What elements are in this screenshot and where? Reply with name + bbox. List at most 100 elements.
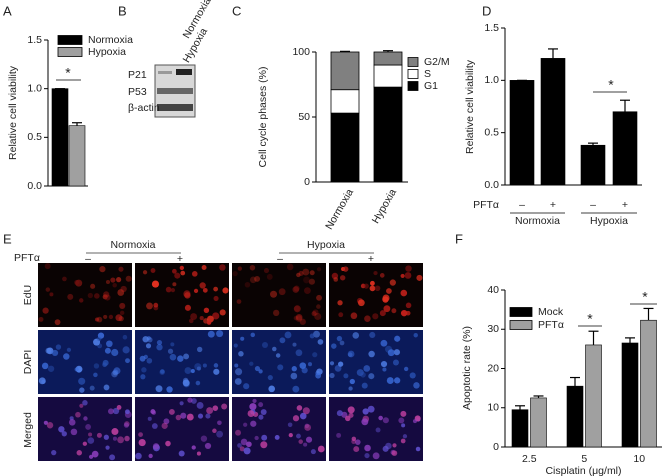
- cell: [221, 403, 228, 410]
- y-tick-label: 0.0: [484, 179, 499, 191]
- cell: [83, 416, 88, 421]
- cell: [361, 418, 369, 426]
- legend-swatch: [57, 47, 83, 57]
- y-tick-label: 0.0: [27, 180, 42, 192]
- cell: [393, 349, 401, 356]
- cell: [125, 358, 130, 364]
- cell: [284, 331, 292, 339]
- cell: [156, 340, 163, 346]
- bar: [51, 88, 69, 187]
- cell: [389, 279, 396, 286]
- legend-swatch: [407, 57, 419, 67]
- y-tick-label: 0: [304, 176, 310, 188]
- cell: [243, 447, 251, 455]
- cell: [79, 387, 85, 393]
- cell: [111, 428, 119, 436]
- cell: [250, 420, 257, 427]
- cell: [190, 313, 198, 321]
- cell: [293, 305, 301, 313]
- cell: [38, 316, 44, 322]
- cell: [79, 403, 84, 408]
- cell: [196, 402, 204, 409]
- cell: [258, 402, 264, 408]
- cell: [385, 442, 392, 450]
- y-axis-label: Apoptotic rate (%): [461, 326, 473, 410]
- factor-label: PFTα: [473, 199, 499, 211]
- micrograph: [38, 330, 132, 394]
- cell: [122, 334, 128, 340]
- cell: [70, 428, 78, 436]
- y-tick-label: 0: [493, 441, 499, 453]
- cell: [317, 339, 324, 345]
- cell: [119, 310, 125, 316]
- y-tick-label: 20: [487, 362, 499, 374]
- cell: [368, 350, 375, 358]
- legend-swatch: [407, 69, 419, 79]
- cell: [347, 350, 355, 358]
- cell: [249, 403, 257, 411]
- cell: [55, 344, 62, 350]
- cell: [51, 349, 59, 357]
- cell: [96, 336, 102, 342]
- cell: [87, 437, 95, 444]
- cell: [304, 287, 311, 295]
- cell: [206, 407, 214, 415]
- cell: [200, 435, 208, 442]
- cell: [183, 290, 191, 298]
- group-label: Normoxia: [111, 239, 156, 251]
- cell: [213, 295, 219, 301]
- cell: [93, 363, 100, 369]
- y-tick-label: 100: [292, 46, 310, 58]
- cell: [155, 385, 163, 393]
- cell: [290, 372, 298, 380]
- cell: [380, 339, 388, 347]
- factor-label: PFTα: [14, 252, 40, 264]
- cell: [249, 276, 257, 284]
- y-tick-label: 0.5: [484, 126, 499, 138]
- cell: [405, 265, 412, 272]
- cell: [369, 285, 376, 292]
- cell: [379, 273, 385, 278]
- cell: [400, 309, 408, 317]
- cell: [216, 430, 224, 438]
- cell: [263, 268, 270, 274]
- error-bar: [340, 50, 350, 52]
- cell: [90, 283, 96, 289]
- band: [157, 88, 193, 94]
- cell: [314, 312, 322, 320]
- cell: [51, 449, 57, 456]
- legend-label: G1: [424, 80, 438, 92]
- cell: [309, 333, 315, 339]
- cell: [212, 428, 217, 434]
- cell: [260, 441, 268, 449]
- micrograph: [232, 330, 326, 394]
- legend-label: Hypoxia: [88, 46, 126, 58]
- cell: [316, 304, 321, 309]
- cell: [272, 346, 277, 352]
- blot-row: P21: [128, 69, 147, 81]
- cell: [237, 266, 242, 271]
- cell: [382, 367, 387, 372]
- cell: [123, 422, 130, 428]
- bar: [509, 80, 535, 186]
- cell: [193, 288, 199, 294]
- cell: [43, 420, 48, 425]
- condition-label: +: [177, 253, 183, 265]
- cell: [334, 364, 342, 372]
- cell: [370, 280, 375, 286]
- cell: [160, 369, 165, 374]
- cell: [111, 348, 119, 357]
- cell: [122, 346, 130, 354]
- cell: [361, 382, 368, 389]
- error-bar: [620, 99, 630, 112]
- cell: [125, 275, 132, 282]
- cell: [313, 330, 320, 338]
- cell: [167, 348, 174, 354]
- cell: [140, 374, 146, 380]
- legend-swatch: [509, 320, 533, 330]
- cell: [76, 450, 82, 456]
- cell: [329, 372, 335, 379]
- cell: [254, 435, 259, 441]
- cell: [75, 279, 83, 287]
